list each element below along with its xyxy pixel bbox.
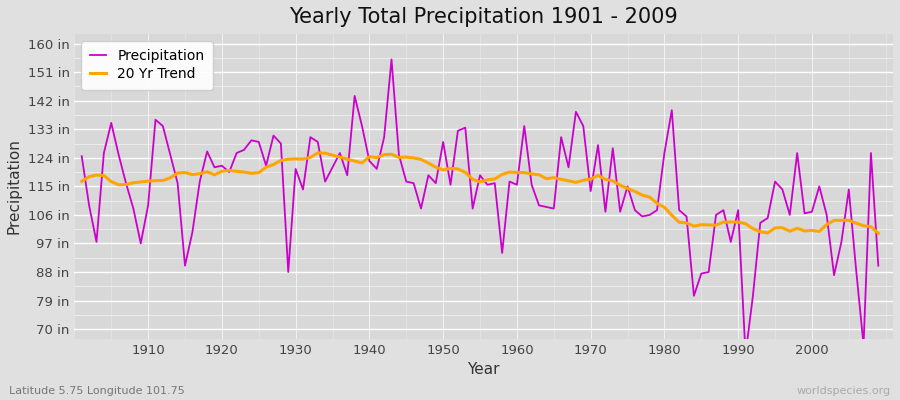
Precipitation bbox=[519, 124, 530, 128]
Precipitation bbox=[135, 241, 146, 246]
20 Yr Trend bbox=[298, 157, 309, 162]
Precipitation bbox=[511, 182, 522, 187]
Line: Precipitation: Precipitation bbox=[82, 60, 878, 354]
Precipitation bbox=[298, 187, 309, 192]
Legend: Precipitation, 20 Yr Trend: Precipitation, 20 Yr Trend bbox=[81, 41, 213, 90]
Precipitation bbox=[608, 146, 618, 151]
20 Yr Trend bbox=[349, 159, 360, 164]
Title: Yearly Total Precipitation 1901 - 2009: Yearly Total Precipitation 1901 - 2009 bbox=[289, 7, 678, 27]
20 Yr Trend bbox=[873, 231, 884, 236]
Y-axis label: Precipitation: Precipitation bbox=[7, 138, 22, 234]
20 Yr Trend bbox=[511, 170, 522, 175]
Precipitation bbox=[76, 154, 87, 159]
Precipitation bbox=[740, 352, 751, 357]
Precipitation bbox=[342, 173, 353, 178]
20 Yr Trend bbox=[519, 170, 530, 175]
Line: 20 Yr Trend: 20 Yr Trend bbox=[82, 153, 878, 233]
X-axis label: Year: Year bbox=[467, 362, 500, 377]
20 Yr Trend bbox=[135, 180, 146, 184]
Text: Latitude 5.75 Longitude 101.75: Latitude 5.75 Longitude 101.75 bbox=[9, 386, 184, 396]
Text: worldspecies.org: worldspecies.org bbox=[796, 386, 891, 396]
20 Yr Trend bbox=[312, 150, 323, 155]
20 Yr Trend bbox=[608, 178, 618, 183]
20 Yr Trend bbox=[76, 179, 87, 184]
Precipitation bbox=[386, 57, 397, 62]
Precipitation bbox=[873, 263, 884, 268]
